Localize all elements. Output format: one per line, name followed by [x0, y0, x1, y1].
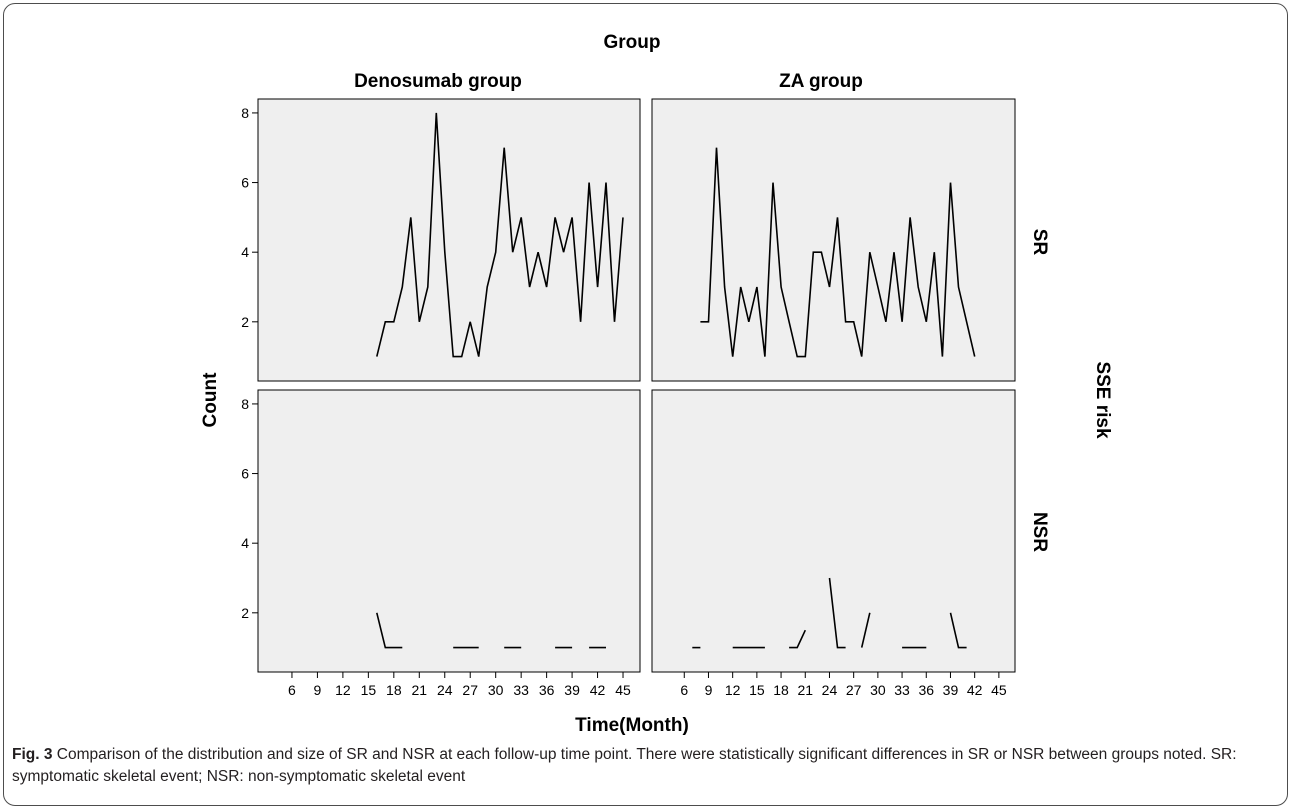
y-tick-label: 8: [241, 105, 249, 121]
x-tick-label: 27: [462, 682, 478, 698]
faceted-line-chart: Group Denosumab group ZA group Count Tim…: [200, 32, 1113, 736]
panel-denosumab-sr: [257, 98, 641, 382]
caption-text: Comparison of the distribution and size …: [12, 746, 1237, 785]
y-axis-label: Count: [200, 372, 221, 428]
x-tick-label: 9: [705, 682, 713, 698]
y-tick-label: 4: [241, 244, 249, 260]
x-tick-label: 12: [335, 682, 351, 698]
x-tick-label: 6: [680, 682, 688, 698]
x-tick-label: 27: [846, 682, 862, 698]
caption-label: Fig. 3: [12, 746, 53, 763]
figure-caption: Fig. 3 Comparison of the distribution an…: [12, 744, 1282, 788]
x-tick-label: 42: [590, 682, 606, 698]
y-tick-label: 8: [241, 396, 249, 412]
y-tick-label: 2: [241, 314, 249, 330]
x-tick-label: 30: [488, 682, 504, 698]
x-tick-label: 6: [288, 682, 296, 698]
row-header-sr: SR: [1029, 229, 1050, 256]
x-tick-label: 12: [725, 682, 741, 698]
x-tick-label: 42: [967, 682, 983, 698]
row-group-label: SSE risk: [1092, 361, 1113, 439]
x-tick-label: 45: [615, 682, 631, 698]
x-tick-label: 18: [386, 682, 402, 698]
column-header-denosumab: Denosumab group: [354, 71, 522, 92]
row-header-nsr: NSR: [1029, 512, 1050, 552]
x-tick-label: 39: [564, 682, 580, 698]
y-tick-label: 6: [241, 175, 249, 191]
x-tick-label: 33: [513, 682, 529, 698]
y-tick-label: 6: [241, 466, 249, 482]
series-line-denosumab-sr: [376, 112, 624, 358]
x-tick-label: 18: [773, 682, 789, 698]
x-tick-label: 30: [870, 682, 886, 698]
panel-denosumab-nsr: [257, 389, 641, 673]
chart-title: Group: [604, 32, 661, 53]
x-tick-label: 21: [797, 682, 813, 698]
y-tick-label: 2: [241, 605, 249, 621]
column-header-za: ZA group: [779, 71, 863, 92]
figure-frame: [3, 3, 1288, 806]
x-tick-label: 36: [539, 682, 555, 698]
x-tick-label: 21: [411, 682, 427, 698]
series-line-za-sr: [700, 147, 976, 358]
series-line-denosumab-nsr: [376, 612, 403, 649]
x-tick-label: 15: [361, 682, 377, 698]
series-line-za-nsr: [949, 612, 967, 649]
x-tick-label: 9: [314, 682, 322, 698]
series-line-za-nsr: [860, 612, 871, 648]
panel-za-nsr: [651, 389, 1016, 673]
x-tick-label: 33: [894, 682, 910, 698]
x-tick-label: 39: [943, 682, 959, 698]
x-axis-label: Time(Month): [575, 715, 689, 736]
x-tick-label: 24: [437, 682, 453, 698]
x-tick-label: 15: [749, 682, 765, 698]
y-tick-label: 4: [241, 535, 249, 551]
series-line-za-nsr: [789, 629, 807, 649]
panel-za-sr: [651, 98, 1016, 382]
x-tick-label: 24: [822, 682, 838, 698]
x-tick-label: 36: [918, 682, 934, 698]
series-line-za-nsr: [828, 577, 846, 649]
x-tick-label: 45: [991, 682, 1007, 698]
